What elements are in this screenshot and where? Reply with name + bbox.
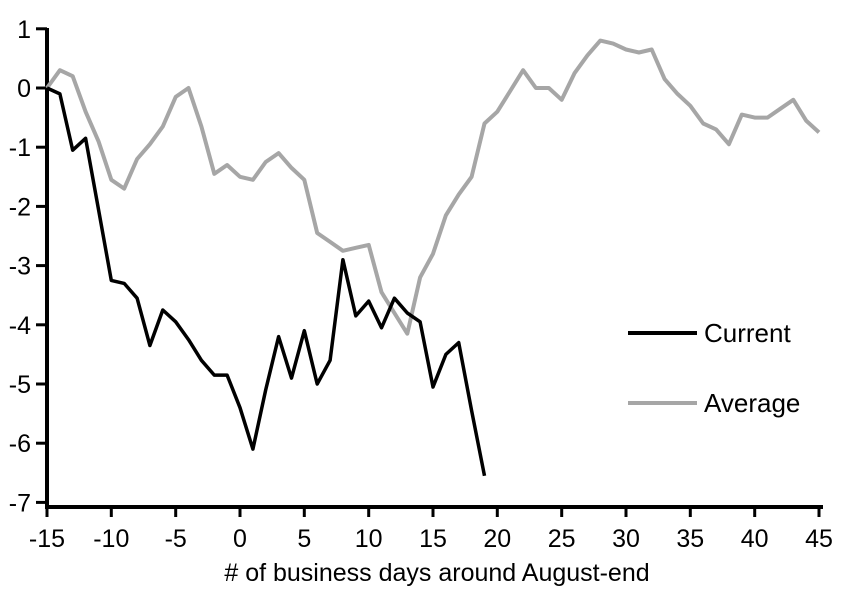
y-axis-tick-label: -1 bbox=[9, 134, 31, 162]
x-axis-tick-label: 35 bbox=[676, 525, 704, 553]
x-axis-tick-label: 45 bbox=[805, 525, 833, 553]
y-axis-tick-label: -3 bbox=[9, 253, 31, 281]
x-axis-tick-label: 20 bbox=[483, 525, 511, 553]
legend-average-label: Average bbox=[704, 388, 800, 418]
legend-current-label: Current bbox=[704, 318, 791, 348]
axes-group: 10-1-2-3-4-5-6-7-15 -10 -5 0 5 10 15 20 25 30 35 40… bbox=[9, 16, 833, 553]
x-axis-tick-label: 40 bbox=[741, 525, 769, 553]
average-series-line bbox=[45, 38, 821, 336]
legend: Current Average bbox=[628, 318, 800, 418]
y-axis-tick-label: -6 bbox=[9, 430, 31, 458]
x-axis-tick-label: 25 bbox=[548, 525, 576, 553]
y-axis-tick-label: -2 bbox=[9, 193, 31, 221]
x-axis-title: # of business days around August-end bbox=[224, 559, 649, 587]
x-axis-tick-label: -15 bbox=[29, 525, 65, 553]
x-axis-tick-label: -5 bbox=[165, 525, 187, 553]
y-axis-tick-label: 0 bbox=[17, 75, 31, 103]
y-axis-tick-label: -5 bbox=[9, 371, 31, 399]
y-axis-tick-label: 1 bbox=[17, 16, 31, 44]
x-axis-tick-label: 15 bbox=[419, 525, 447, 553]
x-axis-tick-label: 5 bbox=[297, 525, 311, 553]
x-axis-tick-label: 30 bbox=[612, 525, 640, 553]
titles-group: # of business days around August-end bbox=[224, 559, 649, 587]
series-group bbox=[45, 38, 821, 477]
current-series-line bbox=[46, 86, 487, 477]
x-axis-tick-label: -10 bbox=[93, 525, 129, 553]
x-axis-tick-label: 10 bbox=[355, 525, 383, 553]
y-axis-tick-label: -4 bbox=[9, 312, 31, 340]
x-axis-tick-label: 0 bbox=[233, 525, 247, 553]
y-axis-tick-label: -7 bbox=[9, 489, 31, 517]
